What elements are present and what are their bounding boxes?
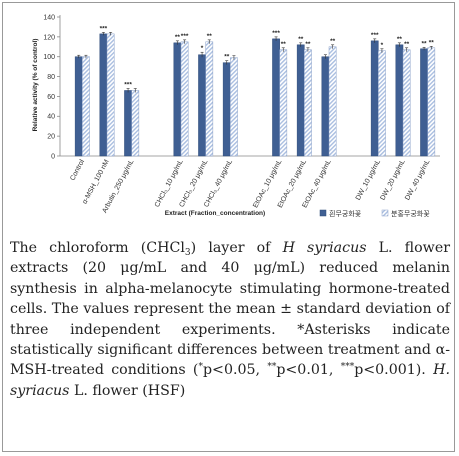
x-tick-label: EtOAc_40 μg/mL xyxy=(301,159,332,210)
x-tick-label: DW_10 μg/mL xyxy=(355,159,382,202)
bar xyxy=(304,49,312,157)
bar xyxy=(131,90,140,157)
bar xyxy=(106,33,115,157)
bar xyxy=(222,62,231,157)
bar xyxy=(402,49,411,157)
significance-label: *** xyxy=(181,33,189,40)
bar xyxy=(124,90,132,157)
species-name: H syriacus xyxy=(282,240,367,256)
y-tick-label: 100 xyxy=(43,54,55,61)
y-tick-label: 80 xyxy=(47,74,55,81)
y-axis-label: Relative activity (% of control) xyxy=(32,39,39,132)
bar xyxy=(198,54,206,157)
significance-label: ** xyxy=(207,33,213,40)
bar xyxy=(99,33,108,157)
bar xyxy=(328,46,337,157)
legend-label: 흰무궁화꽃 xyxy=(329,209,362,218)
x-tick-label: Control xyxy=(69,158,86,182)
significance-label: ** xyxy=(305,41,311,48)
bar xyxy=(279,49,288,157)
bar xyxy=(82,56,90,157)
bar xyxy=(180,41,189,157)
species-name-2: H. syriacus xyxy=(10,362,450,399)
x-tick-label: α-MSH_100 nM xyxy=(81,159,110,206)
y-tick-label: 60 xyxy=(47,94,55,101)
bar xyxy=(370,40,379,157)
y-tick-label: 120 xyxy=(43,34,55,41)
significance-label: *** xyxy=(272,30,280,37)
significance-label: ** xyxy=(397,36,403,43)
significance-label: ** xyxy=(298,36,304,43)
y-tick-label: 40 xyxy=(47,114,55,121)
legend-swatch xyxy=(319,209,327,217)
legend-label: 분홍무궁화꽃 xyxy=(391,209,430,218)
bar xyxy=(296,44,305,157)
significance-label: *** xyxy=(100,25,108,32)
bar xyxy=(272,38,280,157)
y-tick-label: 140 xyxy=(43,14,55,21)
significance-label: ** xyxy=(429,39,435,46)
y-tick-label: 0 xyxy=(51,153,55,160)
figure-caption: The chloroform (CHCl3) layer of H syriac… xyxy=(10,240,451,399)
significance-label: ** xyxy=(175,34,181,41)
legend: 흰무궁화꽃 분홍무궁화꽃 xyxy=(319,209,430,218)
significance-label: * xyxy=(381,42,384,49)
significance-label: ** xyxy=(281,41,287,48)
x-tick-label: DW_40 μg/mL xyxy=(404,159,431,202)
bars: ******** ***************** ********** ** ** xyxy=(74,25,436,157)
significance-label: *** xyxy=(371,32,379,39)
x-tick-label: DW_20 μg/mL xyxy=(380,159,407,202)
bar xyxy=(74,56,83,157)
x-axis-label: Extract (Fraction_concentration) xyxy=(165,210,265,217)
significance-label: ** xyxy=(422,40,428,47)
bar xyxy=(378,50,386,157)
y-tick-label: 20 xyxy=(47,134,55,141)
significance-label: ** xyxy=(330,38,336,45)
x-tick-label: CHCl₃_40 μg/mL xyxy=(203,159,234,209)
significance-label: * xyxy=(201,45,204,52)
bar xyxy=(230,57,238,157)
significance-label: *** xyxy=(124,81,132,88)
bar xyxy=(427,47,436,157)
bar xyxy=(205,41,214,157)
legend-swatch xyxy=(381,209,389,217)
bar xyxy=(321,56,330,157)
significance-label: ** xyxy=(224,54,230,61)
bar xyxy=(420,48,428,157)
significance-label: ** xyxy=(404,41,410,48)
bar xyxy=(395,44,404,157)
bar xyxy=(173,42,182,157)
